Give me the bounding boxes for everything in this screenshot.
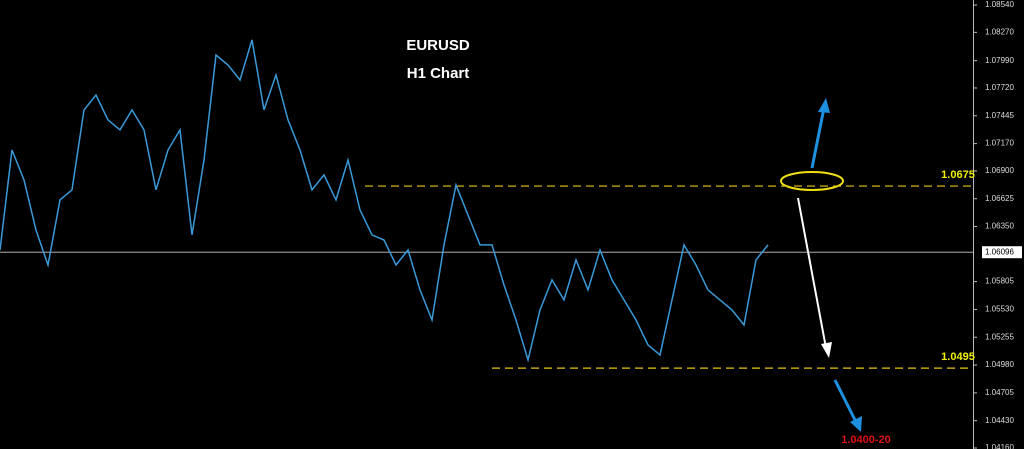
y-tick-label: 1.05530 (985, 305, 1014, 314)
y-tick-label: 1.05255 (985, 332, 1014, 341)
arrow-down-target (833, 379, 858, 423)
y-tick-label: 1.04705 (985, 388, 1014, 397)
y-tick-label: 1.08540 (985, 0, 1014, 9)
y-tick-label: 1.06900 (985, 166, 1014, 175)
last-price-label: 1.06096 (985, 247, 1014, 256)
price-line (0, 39, 769, 363)
y-tick-label: 1.07445 (985, 111, 1014, 120)
y-tick-label: 1.06350 (985, 222, 1014, 231)
y-tick-label: 1.07720 (985, 83, 1014, 92)
target-label: 1.0400-20 (841, 434, 891, 446)
level-label: 1.0675 (941, 169, 975, 181)
arrow-head (850, 416, 862, 432)
y-tick-label: 1.07170 (985, 139, 1014, 148)
y-tick-label: 1.04430 (985, 416, 1014, 425)
y-tick-label: 1.04980 (985, 360, 1014, 369)
level-label: 1.0495 (941, 351, 975, 363)
y-tick-label: 1.05805 (985, 277, 1014, 286)
y-tick-label: 1.07990 (985, 56, 1014, 65)
arrow-head (821, 342, 832, 358)
chart-subtitle: H1 Chart (407, 65, 470, 82)
arrow-down (797, 197, 827, 349)
y-tick-label: 1.08270 (985, 27, 1014, 36)
chart-title: EURUSD (406, 37, 470, 54)
y-tick-label: 1.04160 (985, 443, 1014, 449)
arrow-head (818, 98, 830, 113)
arrows (797, 98, 862, 432)
highlight-ellipse (780, 171, 844, 191)
arrow-up (810, 107, 826, 169)
y-tick-label: 1.06625 (985, 194, 1014, 203)
last-price-box (982, 246, 1022, 259)
